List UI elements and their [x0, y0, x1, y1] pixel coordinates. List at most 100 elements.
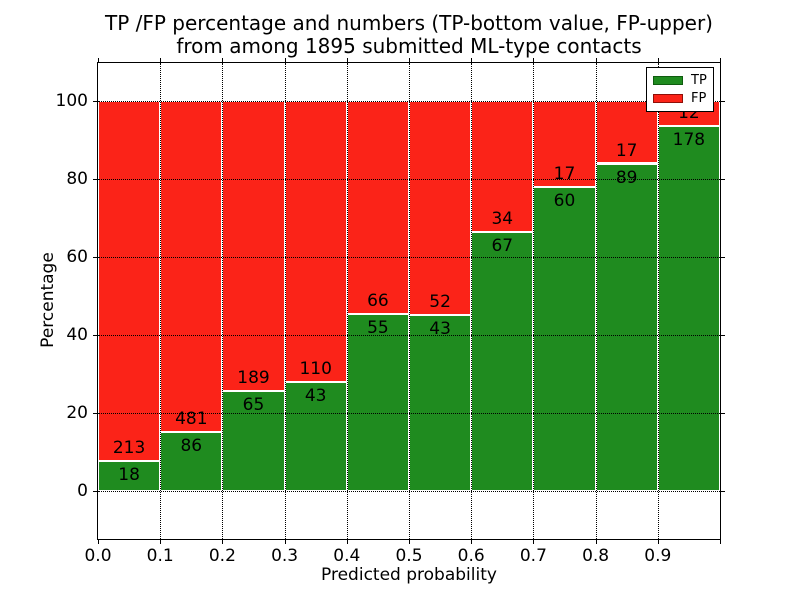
bar-segment-tp: [409, 314, 472, 492]
plot-area: 213 18 481 86 189 65 110 43 66 55 52 43 34 67 17 60 17 89…: [97, 62, 721, 540]
x-tick-label: 0.0: [84, 546, 112, 566]
fp-count-label: 213: [112, 437, 146, 458]
tp-count-label: 178: [672, 129, 706, 150]
x-tick-bottom: [471, 540, 473, 544]
x-tick-bottom: [720, 540, 721, 544]
x-tick-top: [595, 58, 597, 62]
x-tick-top: [222, 58, 224, 62]
x-tick-top: [346, 58, 348, 62]
vertical-gridline: [533, 63, 535, 539]
fp-count-label: 17: [615, 140, 638, 161]
tp-count-label: 18: [118, 464, 140, 485]
bar-segment-tp: [284, 381, 347, 492]
vertical-gridline: [284, 63, 286, 539]
x-tick-label: 0.4: [333, 546, 361, 566]
legend-row-fp: FP: [653, 91, 707, 106]
vertical-gridline: [346, 63, 348, 539]
bar-segment-tp: [471, 232, 534, 492]
fp-count-label: 52: [429, 291, 451, 312]
bar-segment-tp: [533, 187, 596, 492]
legend-fp-swatch: [653, 94, 683, 104]
x-tick-top: [409, 58, 410, 62]
legend-tp-label: TP: [691, 72, 707, 88]
legend: TP FP: [646, 67, 714, 112]
y-tick-right: [721, 257, 725, 259]
x-tick-top: [657, 58, 659, 62]
tp-count-label: 43: [304, 385, 327, 406]
horizontal-gridline: [98, 178, 720, 180]
y-tick-right: [721, 335, 725, 337]
x-tick-top: [98, 58, 99, 62]
bar-segment-tp: [346, 313, 409, 492]
y-tick-label: 20: [66, 403, 88, 424]
x-tick-top: [533, 58, 535, 62]
y-tick-right: [721, 413, 725, 415]
y-tick-right: [721, 100, 725, 102]
bar-segment-tp: [160, 432, 223, 492]
legend-tp-swatch: [653, 75, 683, 85]
horizontal-gridline: [98, 413, 720, 415]
vertical-gridline: [471, 63, 473, 539]
horizontal-gridline: [98, 257, 720, 259]
fp-count-label: 34: [491, 209, 514, 230]
bar-segment-tp: [98, 460, 161, 492]
vertical-gridline: [222, 63, 224, 539]
y-tick-right: [721, 491, 725, 493]
x-tick-top: [284, 58, 286, 62]
vertical-gridline: [595, 63, 597, 539]
x-tick-bottom: [222, 540, 224, 544]
x-tick-bottom: [284, 540, 286, 544]
bar-segment-fp: [346, 100, 409, 314]
x-axis-label: Predicted probability: [321, 565, 497, 585]
y-tick-left: [93, 491, 97, 493]
tp-count-label: 65: [242, 395, 265, 416]
x-tick-bottom: [409, 540, 410, 544]
x-tick-bottom: [160, 540, 162, 544]
x-tick-bottom: [98, 540, 99, 544]
chart-title-line2: from among 1895 submitted ML-type contac…: [176, 34, 642, 58]
x-tick-top: [471, 58, 473, 62]
horizontal-gridline: [98, 335, 720, 337]
fp-count-label: 110: [299, 358, 332, 379]
x-tick-bottom: [346, 540, 348, 544]
x-tick-bottom: [657, 540, 659, 544]
y-tick-left: [93, 335, 97, 337]
chart-title-line1: TP /FP percentage and numbers (TP-bottom…: [105, 11, 713, 35]
bar-segment-fp: [409, 100, 472, 315]
y-tick-label: 100: [55, 90, 88, 111]
x-tick-label: 0.3: [271, 546, 299, 566]
tp-count-label: 67: [491, 236, 514, 257]
x-tick-bottom: [533, 540, 535, 544]
tp-count-label: 60: [553, 191, 576, 212]
vertical-gridline: [160, 63, 162, 539]
bar-segment-fp: [284, 100, 347, 382]
x-tick-label: 0.5: [395, 546, 423, 566]
x-tick-label: 0.8: [582, 546, 610, 566]
vertical-gridline: [409, 63, 410, 539]
tp-count-label: 43: [429, 318, 451, 339]
legend-row-tp: TP: [653, 73, 707, 88]
y-tick-left: [93, 178, 97, 180]
x-tick-label: 0.1: [146, 546, 174, 566]
tp-count-label: 89: [615, 167, 638, 188]
x-tick-top: [720, 58, 721, 62]
x-tick-label: 0.7: [519, 546, 547, 566]
fp-count-label: 189: [237, 368, 270, 389]
y-tick-left: [93, 257, 97, 259]
x-tick-label: 0.2: [208, 546, 236, 566]
x-tick-bottom: [595, 540, 597, 544]
tp-count-label: 86: [180, 436, 203, 457]
x-tick-label: 0.6: [457, 546, 485, 566]
fp-count-label: 17: [553, 164, 576, 185]
vertical-gridline: [657, 63, 659, 539]
y-tick-label: 60: [66, 247, 88, 268]
bar-segment-fp: [222, 100, 285, 392]
y-tick-left: [93, 100, 97, 102]
bar-segment-fp: [160, 100, 223, 433]
fp-count-label: 481: [175, 409, 208, 430]
bar-segment-fp: [98, 100, 161, 461]
x-tick-top: [160, 58, 162, 62]
y-tick-label: 40: [66, 325, 88, 346]
tp-count-label: 55: [367, 317, 389, 338]
